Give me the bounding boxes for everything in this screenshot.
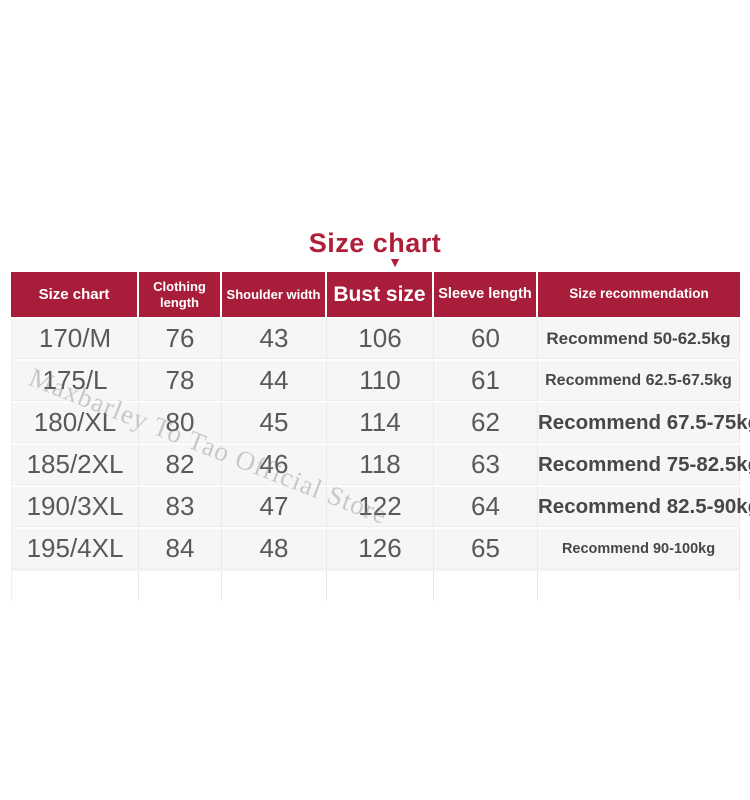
bust-size-cell: 122 xyxy=(327,485,434,527)
empty-cell xyxy=(327,569,434,601)
recommendation-cell: Recommend 75-82.5kg xyxy=(538,443,750,485)
sleeve-length-cell: 62 xyxy=(434,401,538,443)
size-cell: 195/4XL xyxy=(11,527,139,569)
empty-cell xyxy=(11,569,139,601)
shoulder-width-cell: 45 xyxy=(222,401,327,443)
sleeve-length-cell: 64 xyxy=(434,485,538,527)
bust-size-cell: 110 xyxy=(327,359,434,401)
header-cell-shoulder-width: Shoulder width xyxy=(222,272,327,317)
recommendation-cell: Recommend 90-100kg xyxy=(538,527,740,569)
shoulder-width-cell: 47 xyxy=(222,485,327,527)
recommendation-cell: Recommend 62.5-67.5kg xyxy=(538,359,740,401)
table-row: 185/2XL 82 46 118 63 Recommend 75-82.5kg xyxy=(11,443,750,485)
page-title: Size chart xyxy=(308,228,442,258)
size-cell: 180/XL xyxy=(11,401,139,443)
empty-cell xyxy=(222,569,327,601)
bust-size-cell: 126 xyxy=(327,527,434,569)
size-cell: 170/M xyxy=(11,317,139,359)
table-header-row: Size chart Clothing length Shoulder widt… xyxy=(11,272,740,317)
header-cell-size-recommendation: Size recommendation xyxy=(538,272,740,317)
size-cell: 175/L xyxy=(11,359,139,401)
clothing-length-cell: 82 xyxy=(139,443,222,485)
recommendation-cell: Recommend 67.5-75kg xyxy=(538,401,750,443)
table-row: 180/XL 80 45 114 62 Recommend 67.5-75kg xyxy=(11,401,750,443)
shoulder-width-cell: 48 xyxy=(222,527,327,569)
table-row: 195/4XL 84 48 126 65 Recommend 90-100kg xyxy=(11,527,740,569)
clothing-length-cell: 76 xyxy=(139,317,222,359)
sleeve-length-cell: 63 xyxy=(434,443,538,485)
table-row-empty xyxy=(11,569,740,601)
shoulder-width-cell: 46 xyxy=(222,443,327,485)
size-chart-table: Size chart Clothing length Shoulder widt… xyxy=(11,272,750,601)
header-cell-sleeve-length: Sleeve length xyxy=(434,272,538,317)
empty-cell xyxy=(434,569,538,601)
table-row: 175/L 78 44 110 61 Recommend 62.5-67.5kg xyxy=(11,359,740,401)
header-cell-clothing-length: Clothing length xyxy=(139,272,222,317)
bust-size-cell: 118 xyxy=(327,443,434,485)
table-row: 170/M 76 43 106 60 Recommend 50-62.5kg xyxy=(11,317,740,359)
recommendation-cell: Recommend 50-62.5kg xyxy=(538,317,740,359)
clothing-length-cell: 84 xyxy=(139,527,222,569)
header-cell-bust-size: Bust size xyxy=(327,272,434,317)
shoulder-width-cell: 43 xyxy=(222,317,327,359)
recommendation-cell: Recommend 82.5-90kg xyxy=(538,485,750,527)
bust-size-cell: 114 xyxy=(327,401,434,443)
table-row: 190/3XL 83 47 122 64 Recommend 82.5-90kg xyxy=(11,485,750,527)
sleeve-length-cell: 61 xyxy=(434,359,538,401)
bust-size-cell: 106 xyxy=(327,317,434,359)
clothing-length-cell: 78 xyxy=(139,359,222,401)
size-cell: 185/2XL xyxy=(11,443,139,485)
sleeve-length-cell: 65 xyxy=(434,527,538,569)
sleeve-length-cell: 60 xyxy=(434,317,538,359)
clothing-length-cell: 80 xyxy=(139,401,222,443)
clothing-length-cell: 83 xyxy=(139,485,222,527)
size-cell: 190/3XL xyxy=(11,485,139,527)
header-cell-size-chart: Size chart xyxy=(11,272,139,317)
empty-cell xyxy=(538,569,740,601)
down-arrow-icon: ▼ xyxy=(388,254,402,270)
shoulder-width-cell: 44 xyxy=(222,359,327,401)
empty-cell xyxy=(139,569,222,601)
